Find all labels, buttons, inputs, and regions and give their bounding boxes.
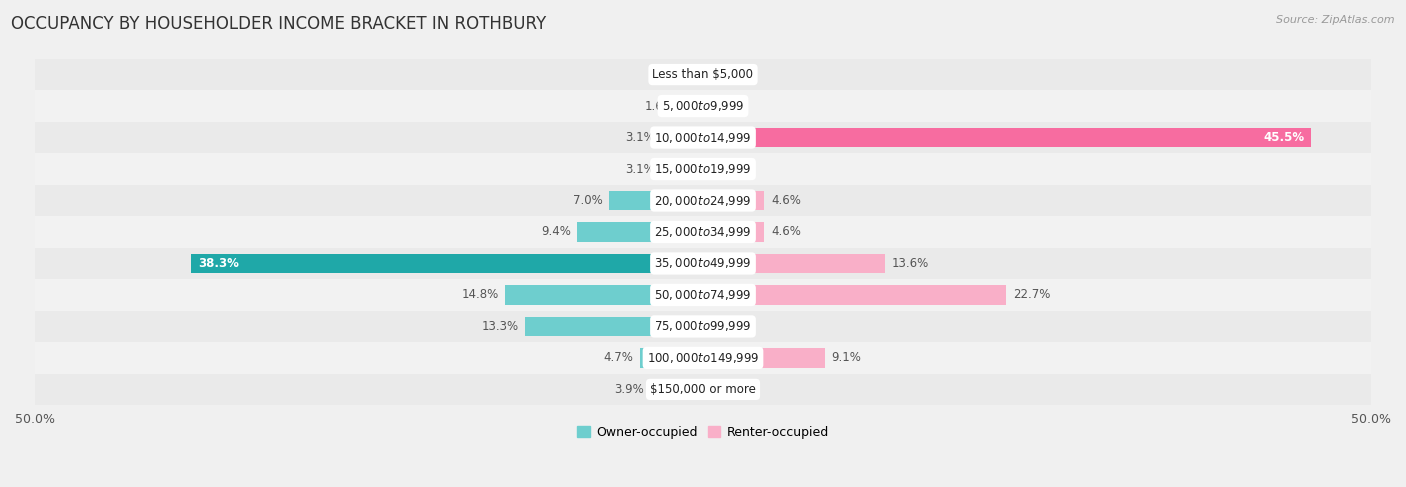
- Text: 1.6%: 1.6%: [645, 99, 675, 112]
- Bar: [703, 191, 765, 210]
- Bar: [35, 248, 1371, 279]
- Bar: [578, 222, 703, 242]
- Text: 14.8%: 14.8%: [461, 288, 499, 301]
- Bar: [703, 222, 765, 242]
- Text: 7.0%: 7.0%: [574, 194, 603, 207]
- Text: 3.9%: 3.9%: [614, 383, 644, 396]
- Text: $100,000 to $149,999: $100,000 to $149,999: [647, 351, 759, 365]
- Text: $75,000 to $99,999: $75,000 to $99,999: [654, 319, 752, 334]
- Text: $50,000 to $74,999: $50,000 to $74,999: [654, 288, 752, 302]
- Bar: [526, 317, 703, 336]
- Text: 0.0%: 0.0%: [710, 68, 740, 81]
- Text: $15,000 to $19,999: $15,000 to $19,999: [654, 162, 752, 176]
- Text: 13.6%: 13.6%: [891, 257, 928, 270]
- Bar: [35, 122, 1371, 153]
- Text: 0.78%: 0.78%: [648, 68, 686, 81]
- Bar: [662, 159, 703, 179]
- Bar: [35, 216, 1371, 248]
- Legend: Owner-occupied, Renter-occupied: Owner-occupied, Renter-occupied: [572, 421, 834, 444]
- Text: Source: ZipAtlas.com: Source: ZipAtlas.com: [1277, 15, 1395, 25]
- Text: $150,000 or more: $150,000 or more: [650, 383, 756, 396]
- Text: 4.6%: 4.6%: [770, 194, 801, 207]
- Text: $10,000 to $14,999: $10,000 to $14,999: [654, 131, 752, 145]
- Text: 3.1%: 3.1%: [626, 163, 655, 175]
- Bar: [703, 285, 1007, 305]
- Text: 4.7%: 4.7%: [603, 352, 634, 364]
- Bar: [35, 185, 1371, 216]
- Bar: [35, 311, 1371, 342]
- Text: 0.0%: 0.0%: [710, 320, 740, 333]
- Bar: [703, 128, 1310, 147]
- Bar: [35, 374, 1371, 405]
- Text: $35,000 to $49,999: $35,000 to $49,999: [654, 257, 752, 270]
- Bar: [35, 153, 1371, 185]
- Bar: [609, 191, 703, 210]
- Text: 9.1%: 9.1%: [831, 352, 860, 364]
- Bar: [693, 65, 703, 84]
- Text: $20,000 to $24,999: $20,000 to $24,999: [654, 193, 752, 207]
- Text: 45.5%: 45.5%: [1263, 131, 1305, 144]
- Bar: [35, 90, 1371, 122]
- Bar: [35, 342, 1371, 374]
- Text: $5,000 to $9,999: $5,000 to $9,999: [662, 99, 744, 113]
- Text: 3.1%: 3.1%: [626, 131, 655, 144]
- Bar: [682, 96, 703, 116]
- Bar: [703, 348, 824, 368]
- Text: 9.4%: 9.4%: [541, 225, 571, 239]
- Text: 0.0%: 0.0%: [710, 99, 740, 112]
- Bar: [35, 279, 1371, 311]
- Bar: [662, 128, 703, 147]
- Bar: [640, 348, 703, 368]
- Text: Less than $5,000: Less than $5,000: [652, 68, 754, 81]
- Text: 22.7%: 22.7%: [1012, 288, 1050, 301]
- Text: $25,000 to $34,999: $25,000 to $34,999: [654, 225, 752, 239]
- Text: 0.0%: 0.0%: [710, 163, 740, 175]
- Text: 0.0%: 0.0%: [710, 383, 740, 396]
- Text: 13.3%: 13.3%: [481, 320, 519, 333]
- Text: OCCUPANCY BY HOUSEHOLDER INCOME BRACKET IN ROTHBURY: OCCUPANCY BY HOUSEHOLDER INCOME BRACKET …: [11, 15, 547, 33]
- Bar: [191, 254, 703, 273]
- Text: 4.6%: 4.6%: [770, 225, 801, 239]
- Text: 38.3%: 38.3%: [198, 257, 239, 270]
- Bar: [505, 285, 703, 305]
- Bar: [703, 254, 884, 273]
- Bar: [651, 380, 703, 399]
- Bar: [35, 59, 1371, 90]
